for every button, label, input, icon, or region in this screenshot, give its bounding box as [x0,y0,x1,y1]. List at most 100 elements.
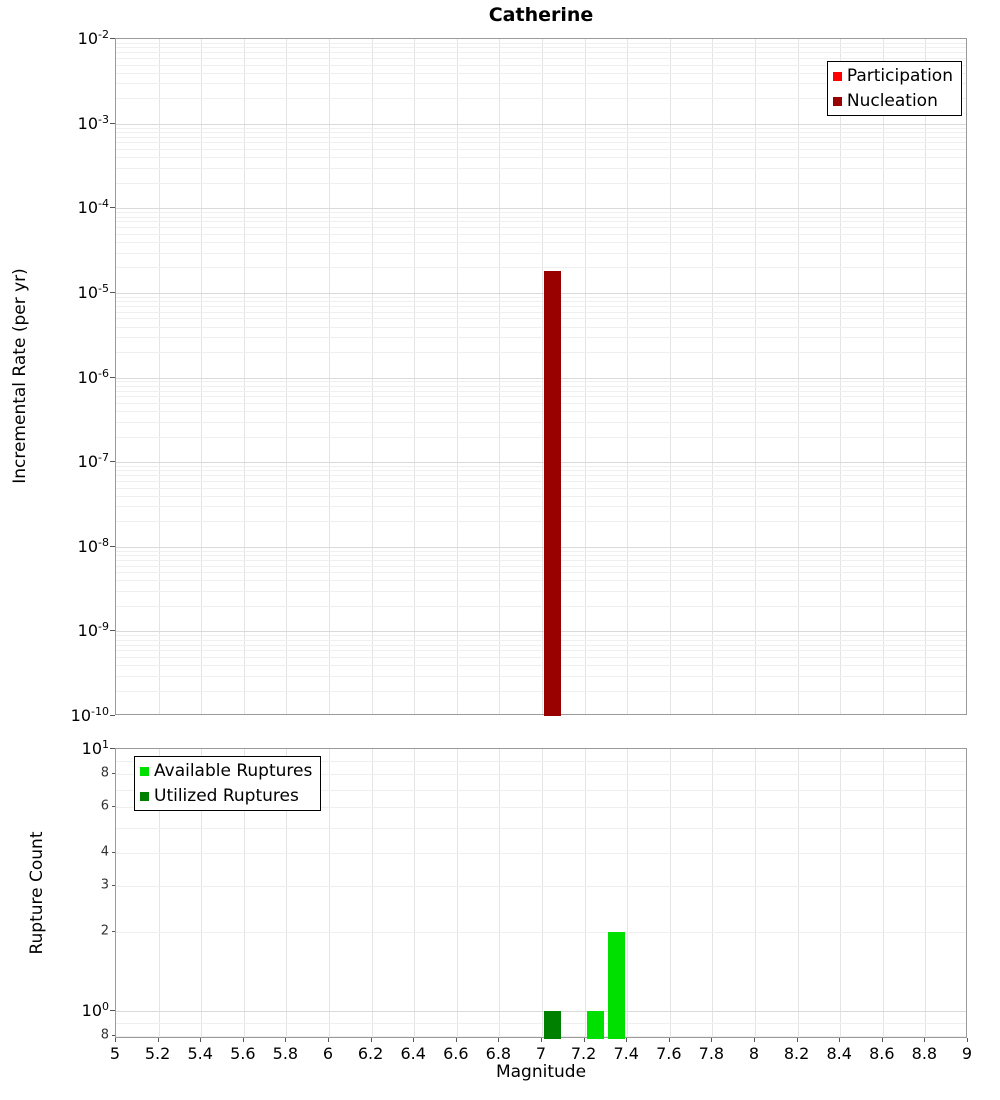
h-gridline [116,182,966,184]
x-tick-mark [157,1038,159,1042]
y-tick-label: 10-7 [77,450,109,472]
y-tick-mark [110,38,115,39]
v-gridline [329,39,330,714]
v-gridline [584,749,586,1037]
y-tick-mark [110,291,115,293]
h-gridline [116,131,966,133]
h-gridline [116,381,966,383]
h-gridline [116,42,966,44]
legend: Participation Nucleation [826,61,962,116]
h-gridline [116,252,966,254]
nucleation-swatch-icon [832,96,842,106]
legend: Available Ruptures Utilized Ruptures [134,756,322,811]
x-tick-mark [754,1038,755,1042]
y-tick-mark [112,806,115,808]
bar-available-ruptures [586,1010,604,1039]
x-tick-mark [115,1038,116,1042]
x-tick-mark [668,1038,670,1042]
chart-title: Catherine [488,4,594,26]
x-tick-label: 8.2 [783,1044,810,1063]
v-gridline [627,749,629,1037]
h-gridline [116,827,966,829]
x-tick-label: 8.4 [826,1044,852,1063]
h-gridline [116,136,966,138]
y-tick-label: 10-3 [77,112,109,133]
v-gridline [371,39,373,714]
x-axis-label: Magnitude [495,1062,587,1082]
v-gridline [755,39,756,714]
legend-entry-nucleation: Nucleation [832,91,953,111]
h-gridline [116,421,966,423]
y-tick-mark [112,773,115,775]
y-tick-label: 4 [100,844,109,860]
h-gridline [116,337,966,339]
bar-nucleation [544,271,562,716]
y-tick-mark [110,122,115,124]
x-tick-label: 6 [322,1044,334,1063]
v-gridline [712,749,714,1037]
h-gridline [116,462,966,464]
y-tick-mark [110,630,115,632]
v-gridline [499,749,501,1037]
h-gridline [116,127,966,129]
v-gridline [797,749,799,1037]
utilized-ruptures-swatch-icon [140,791,149,801]
h-gridline [116,470,966,472]
v-gridline [882,39,884,714]
h-gridline [116,311,966,313]
h-gridline [116,675,966,677]
available-ruptures-swatch-icon [140,766,149,776]
h-gridline [116,690,966,692]
h-gridline [116,436,966,438]
h-gridline [116,631,966,633]
v-gridline [542,39,543,714]
h-gridline [116,396,966,398]
h-gridline [116,411,966,413]
x-tick-label: 6.8 [485,1044,512,1063]
x-tick-mark [583,1038,585,1042]
y-tick-label: 101 [81,737,109,759]
legend-entry-utilized-ruptures: Utilized Ruptures [140,786,312,806]
x-tick-label: 5.8 [272,1044,299,1063]
y-tick-label: 3 [100,877,109,893]
x-tick-label: 5.6 [230,1044,256,1063]
h-gridline [116,296,966,298]
h-gridline [116,546,966,548]
y-tick-mark [112,884,115,886]
participation-swatch-icon [832,71,842,81]
x-tick-mark [498,1038,500,1042]
h-gridline [116,639,966,641]
h-gridline [116,167,966,169]
y-tick-label: 10-2 [77,27,109,49]
y-tick-mark [110,715,115,716]
v-gridline [286,749,288,1037]
x-tick-mark [200,1038,202,1042]
v-gridline [840,39,842,714]
y-tick-label: 10-10 [70,704,109,726]
v-gridline [542,749,543,1037]
y-tick-mark [110,545,115,547]
h-gridline [116,64,966,66]
x-tick-mark [455,1038,457,1042]
bar-available-ruptures [608,932,625,1039]
x-tick-mark [626,1038,628,1042]
h-gridline [116,57,966,59]
x-tick-mark [924,1038,926,1042]
y-tick-label: 10-4 [77,197,109,218]
h-gridline [116,390,966,392]
y-tick-mark [112,852,115,854]
x-tick-label: 8.6 [869,1044,895,1063]
v-gridline [243,749,245,1037]
v-gridline [925,39,927,714]
v-gridline [882,749,884,1037]
y-tick-label: 10-8 [77,535,109,556]
x-tick-mark [967,1038,968,1042]
x-tick-label: 8.8 [911,1044,938,1063]
h-gridline [116,292,966,294]
x-tick-label: 6.6 [443,1044,469,1063]
h-gridline [116,550,966,552]
h-gridline [116,591,966,592]
h-gridline [116,385,966,387]
h-gridline [116,572,966,574]
x-tick-label: 5.2 [144,1044,171,1063]
